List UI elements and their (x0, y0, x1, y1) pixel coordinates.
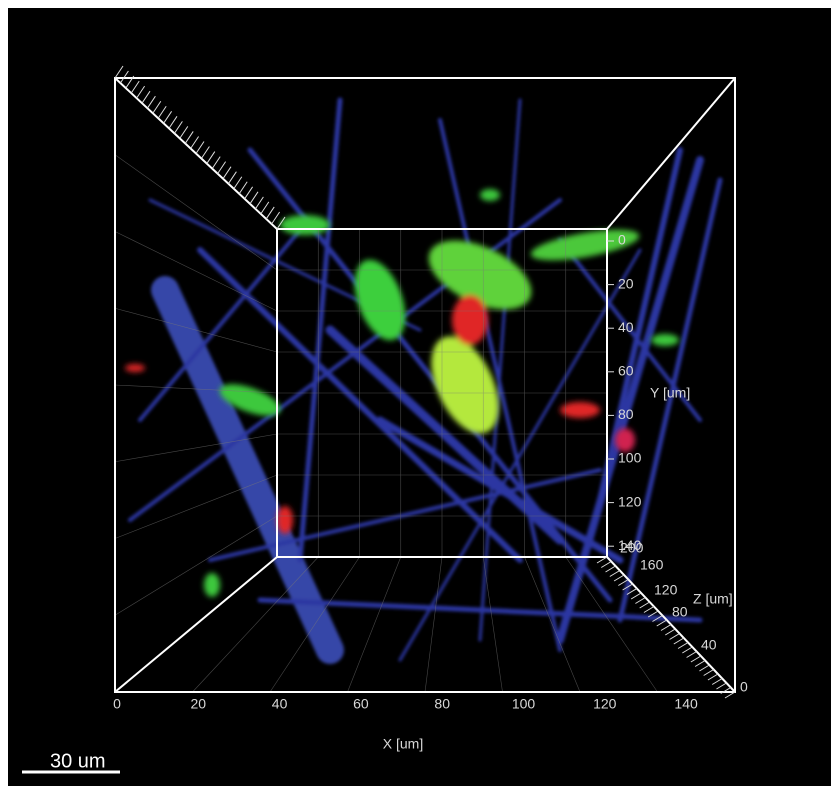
background (8, 8, 831, 786)
y-tick-label: 20 (618, 275, 634, 291)
x-tick-label: 140 (674, 696, 698, 712)
x-tick-label: 60 (353, 696, 369, 712)
x-tick-label: 120 (593, 696, 617, 712)
y-axis-label: Y [um] (650, 385, 690, 401)
z-tick-label: 160 (640, 557, 664, 573)
y-tick-label: 60 (618, 363, 634, 379)
z-axis-label: Z [um] (693, 591, 733, 607)
y-tick-label: 80 (618, 406, 634, 422)
y-tick-label: 40 (618, 319, 634, 335)
z-tick-label: 40 (701, 637, 717, 653)
y-tick-label: 100 (618, 450, 642, 466)
z-tick-label: 80 (672, 604, 688, 620)
y-tick-label: 0 (618, 232, 626, 248)
z-tick-label: 200 (620, 540, 644, 556)
page: X [um] Y [um] Z [um] 30 um 0 20 40 60 80 100 1… (0, 0, 831, 786)
x-tick-label: 100 (512, 696, 536, 712)
x-tick-label: 20 (191, 696, 207, 712)
x-tick-label: 80 (434, 696, 450, 712)
z-tick-label: 120 (654, 582, 678, 598)
z-tick-label: 0 (740, 679, 748, 695)
y-tick-label: 120 (618, 493, 642, 509)
x-tick-label: 0 (113, 696, 121, 712)
scale-bar-label: 30 um (50, 750, 106, 772)
microscopy-view: X [um] Y [um] Z [um] 30 um 0 20 40 60 80 100 1… (0, 0, 831, 786)
x-axis-label: X [um] (383, 736, 423, 752)
x-tick-label: 40 (272, 696, 288, 712)
